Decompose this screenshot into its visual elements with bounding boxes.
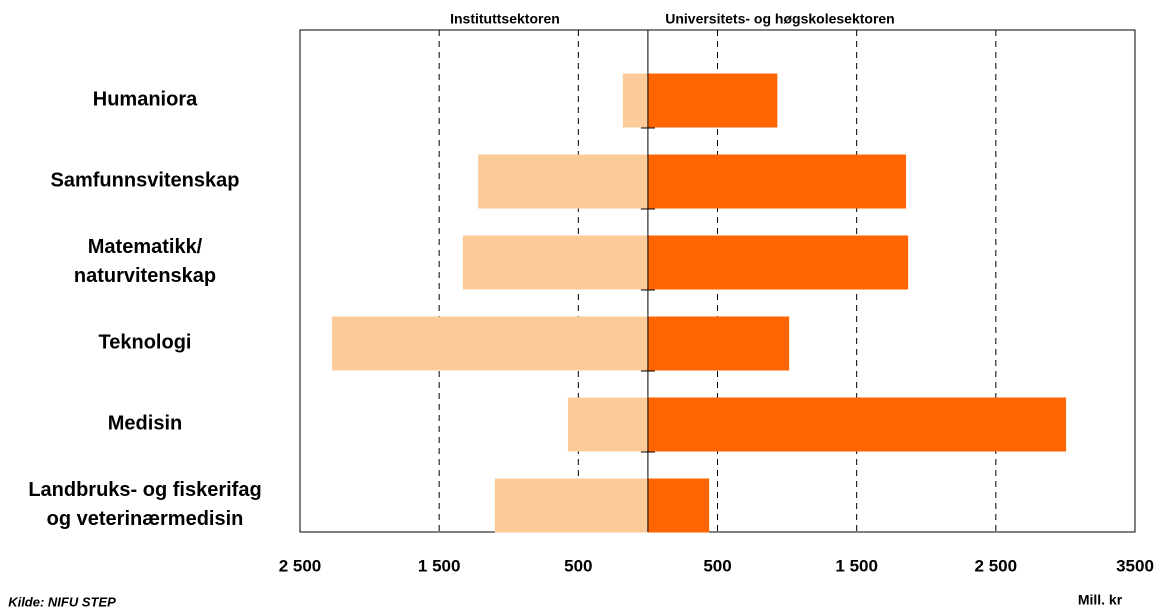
bar: [622, 73, 648, 128]
bar: [647, 73, 778, 128]
bar: [478, 154, 648, 209]
x-tick-label: 500: [703, 556, 731, 575]
category-label: Teknologi: [99, 332, 192, 354]
bar: [647, 154, 907, 209]
category-label: Humaniora: [93, 89, 198, 111]
bar: [647, 316, 790, 371]
category-label-line: og veterinærmedisin: [47, 508, 244, 530]
bar: [647, 397, 1067, 452]
category-label-line: Matematikk/: [88, 236, 203, 258]
category-label: Medisin: [108, 413, 182, 435]
category-label: Samfunnsvitenskap: [51, 170, 240, 192]
bar: [332, 316, 648, 371]
category-label: Matematikk/naturvitenskap: [74, 236, 216, 287]
x-tick-label: 2 500: [975, 556, 1018, 575]
category-label-line: Samfunnsvitenskap: [51, 170, 240, 192]
x-tick-label: 1 500: [418, 556, 461, 575]
bar: [567, 397, 648, 452]
category-label-line: Medisin: [108, 413, 182, 435]
x-tick-label: 500: [564, 556, 592, 575]
category-label: Landbruks- og fiskerifag og veterinærmedi…: [28, 479, 261, 530]
bar: [462, 235, 648, 290]
bar: [647, 478, 710, 533]
category-label-line: Landbruks- og fiskerifag: [28, 479, 261, 501]
x-tick-label: 3500: [1116, 556, 1154, 575]
x-tick-label: 1 500: [835, 556, 878, 575]
unit-label: Mill. kr: [1078, 592, 1123, 608]
category-label-line: Humaniora: [93, 89, 198, 111]
x-tick-label: 2 500: [279, 556, 322, 575]
source-note: Kilde: NIFU STEP: [8, 594, 116, 609]
series-header: Instituttsektoren: [450, 11, 560, 27]
bar: [647, 235, 909, 290]
category-label-line: naturvitenskap: [74, 265, 216, 287]
bar: [494, 478, 648, 533]
series-header: Universitets- og høgskolesektoren: [665, 11, 895, 27]
category-label-line: Teknologi: [99, 332, 192, 354]
